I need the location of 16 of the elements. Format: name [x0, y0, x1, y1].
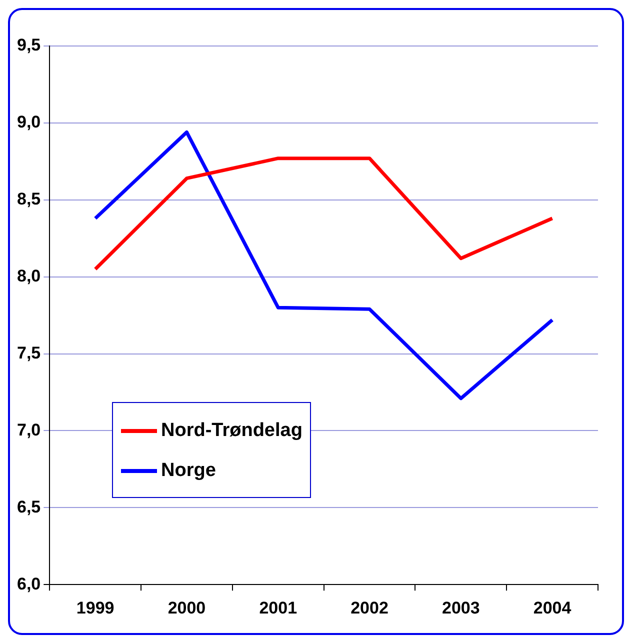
y-tick-label: 8,0 — [16, 266, 41, 286]
legend-label: Norge — [161, 460, 216, 482]
x-tick-label: 2000 — [168, 598, 206, 618]
y-tick-label: 9,5 — [16, 36, 41, 55]
y-tick-label: 7,0 — [16, 420, 41, 440]
x-tick-label: 2002 — [350, 598, 388, 618]
y-tick-label: 8,5 — [16, 190, 41, 209]
x-tick-label: 2004 — [533, 598, 572, 618]
x-tick-label: 1999 — [76, 598, 114, 618]
y-tick-label: 6,0 — [16, 574, 41, 594]
x-tick-label: 2003 — [442, 598, 480, 618]
legend-label: Nord-Trøndelag — [161, 420, 302, 442]
y-tick-label: 9,0 — [16, 112, 41, 132]
y-tick-label: 6,5 — [16, 497, 41, 516]
y-tick-label: 7,5 — [16, 343, 41, 362]
x-tick-label: 2001 — [259, 598, 298, 618]
